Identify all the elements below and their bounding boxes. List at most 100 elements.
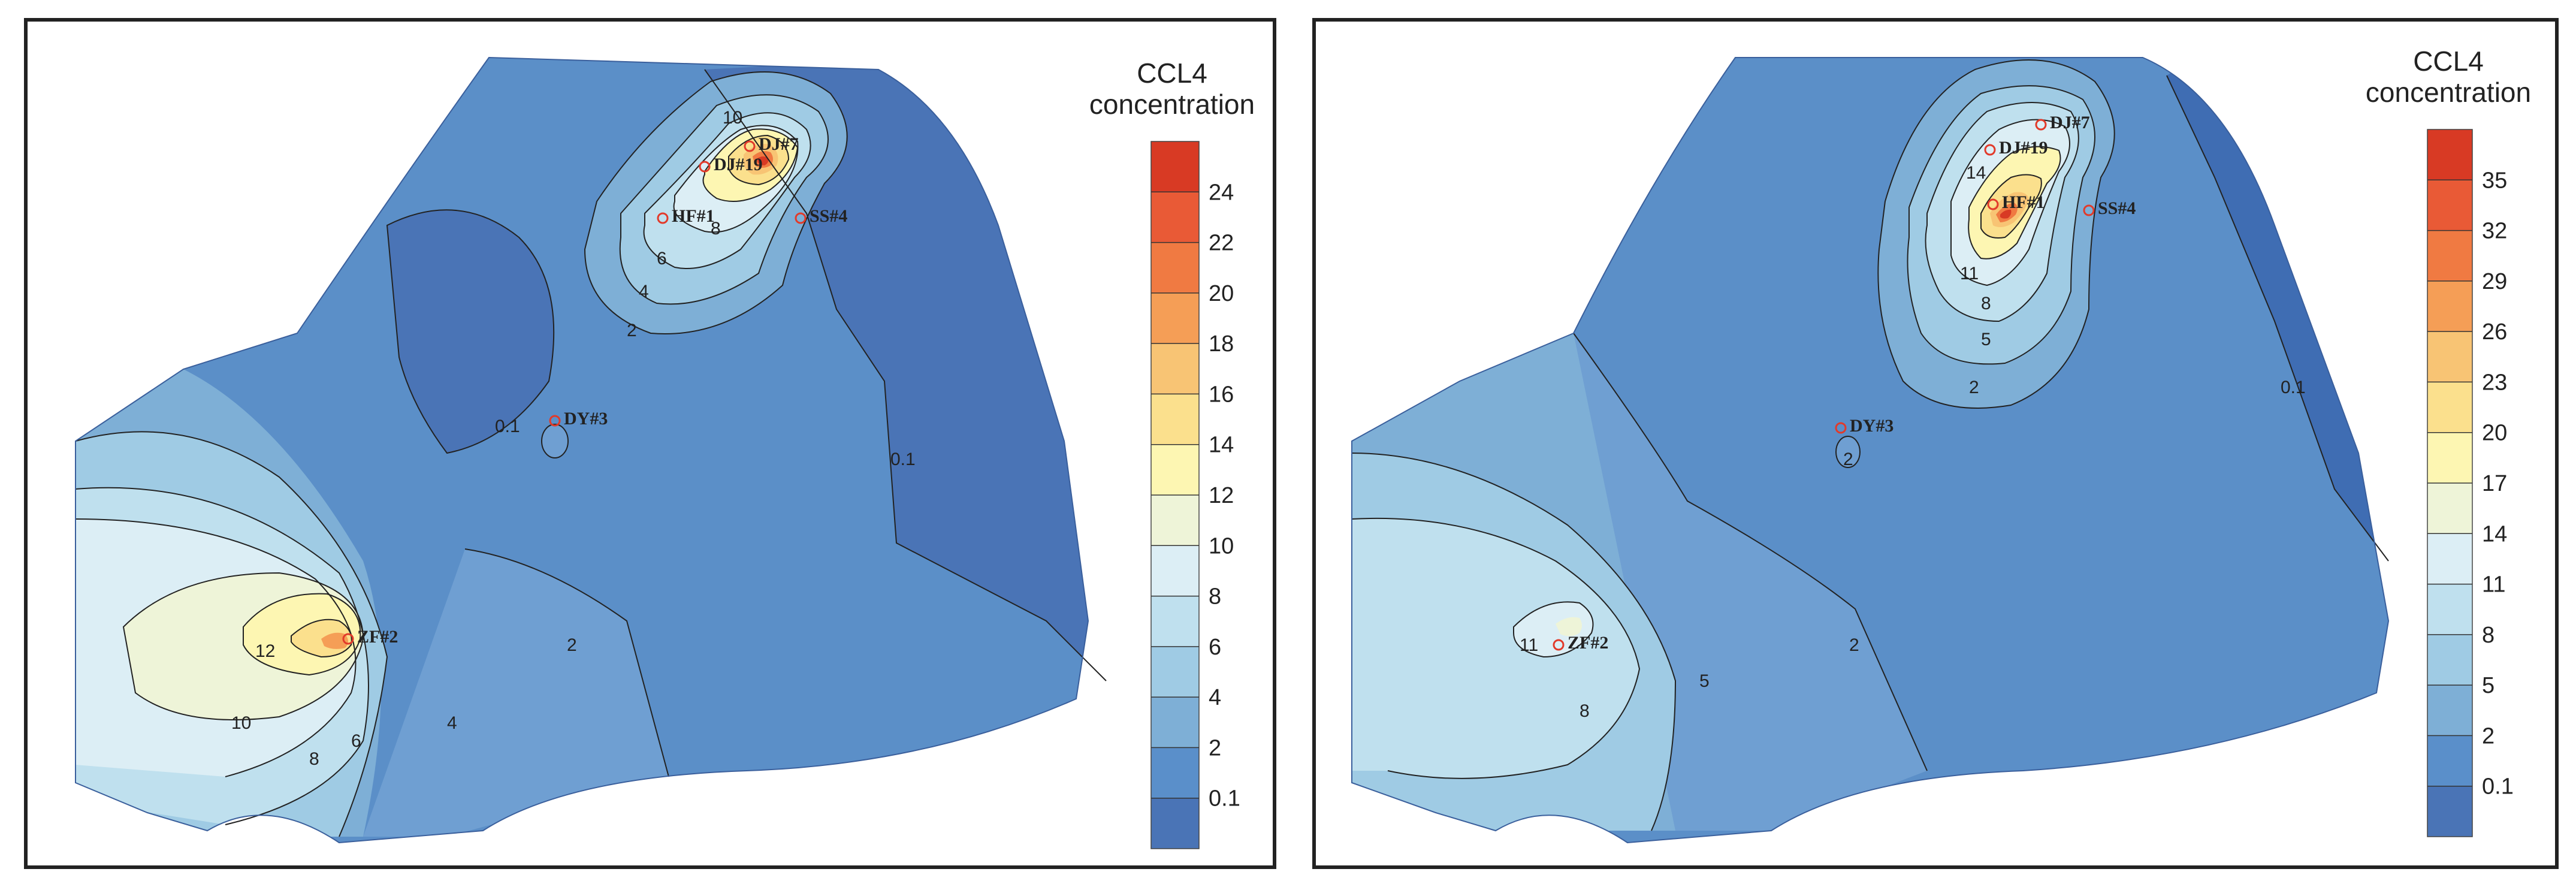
legend-swatch [2427, 180, 2472, 231]
well-label: DJ#19 [1999, 138, 2048, 158]
legend-tick-label: 14 [1209, 433, 1234, 458]
legend-swatch [2427, 230, 2472, 282]
well-zf2[interactable]: ZF#2 [342, 627, 398, 647]
legend-swatch [1151, 242, 1199, 294]
well-dj7[interactable]: DJ#7 [744, 134, 799, 154]
legend-tick-label: 23 [2482, 370, 2507, 395]
legend-tick-label: 4 [1209, 685, 1221, 710]
legend-colorbar-left [1150, 141, 1200, 849]
legend-tick-label: 18 [1209, 331, 1234, 357]
well-marker-icon [342, 633, 354, 645]
contour-label: 4 [447, 713, 457, 733]
well-marker-icon [1835, 422, 1847, 434]
legend-swatch [1151, 495, 1199, 546]
legend-title-left: CCL4 concentration [1082, 58, 1262, 120]
legend-tick-label: 32 [2482, 219, 2507, 244]
well-zf2[interactable]: ZF#2 [1553, 633, 1608, 653]
map-panel-right: 14 11 8 5 2 0.1 2 2 11 8 5 DJ#7 DJ#19 HF… [1312, 18, 2559, 869]
legend-swatch [1151, 697, 1199, 748]
legend-swatch [1151, 192, 1199, 243]
well-dj19[interactable]: DJ#19 [699, 155, 763, 174]
legend-swatch [2427, 483, 2472, 534]
well-ss4[interactable]: SS#4 [795, 206, 847, 226]
contour-lines-left [75, 69, 1107, 837]
contour-label: 8 [1580, 701, 1590, 721]
legend-swatch [2427, 786, 2472, 837]
legend-swatch [1151, 141, 1199, 192]
well-marker-icon [795, 212, 807, 224]
legend-title-line1: CCL4 [1137, 58, 1207, 89]
contour-label: 4 [639, 282, 649, 301]
well-label: HF#1 [672, 206, 715, 226]
contour-label: 12 [255, 641, 275, 661]
legend-swatch [2427, 432, 2472, 484]
legend-ticks-right: 35 32 29 26 23 20 17 14 11 8 5 2 0.1 [2427, 168, 2514, 800]
well-marker-icon [1987, 198, 1999, 210]
well-label: SS#4 [810, 206, 847, 226]
legend-tick-label: 12 [1209, 483, 1234, 508]
legend-swatch [1151, 596, 1199, 647]
legend-tick-label: 16 [1209, 382, 1234, 407]
legend-swatch [1151, 545, 1199, 597]
legend-swatch [2427, 280, 2472, 332]
legend-swatch [2427, 331, 2472, 382]
contour-fill-right [1352, 58, 2388, 843]
legend-swatch [2427, 533, 2472, 585]
well-label: SS#4 [2098, 198, 2136, 218]
well-markers-left: DJ#7 DJ#19 HF#1 SS#4 DY#3 ZF#2 [342, 134, 847, 647]
legend-tick-label: 6 [1209, 635, 1221, 660]
legend-tick-label: 20 [2482, 421, 2507, 446]
contour-label: 2 [1849, 635, 1859, 655]
legend-colorbar-right [2427, 129, 2473, 837]
contour-label: 14 [1966, 163, 1986, 183]
well-dy3[interactable]: DY#3 [549, 409, 608, 429]
well-markers-right: DJ#7 DJ#19 HF#1 SS#4 DY#3 ZF#2 [1553, 113, 2136, 653]
contour-label: 8 [1981, 294, 1991, 313]
well-label: HF#1 [2002, 192, 2045, 212]
legend-tick-label: 17 [2482, 471, 2507, 496]
legend-title-line2: concentration [2365, 77, 2532, 108]
legend-swatch [1151, 343, 1199, 394]
legend-tick-label: 2 [2482, 723, 2495, 749]
legend-tick-label: 10 [1209, 533, 1234, 559]
legend-tick-label: 14 [2482, 521, 2507, 547]
contour-label: 0.1 [2281, 378, 2306, 397]
well-dy3[interactable]: DY#3 [1835, 416, 1894, 436]
well-marker-icon [1553, 639, 1565, 651]
well-label: DJ#7 [2050, 113, 2090, 132]
well-hf1[interactable]: HF#1 [1987, 192, 2045, 212]
legend-tick-label: 0.1 [1209, 786, 1240, 811]
well-marker-icon [744, 140, 756, 152]
legend-tick-label: 0.1 [2482, 774, 2514, 800]
legend-title-right: CCL4 concentration [2352, 46, 2544, 108]
well-ss4[interactable]: SS#4 [2083, 198, 2136, 218]
contour-label: 11 [1520, 635, 1538, 655]
legend-swatch [2427, 685, 2472, 736]
well-marker-icon [2083, 204, 2095, 216]
legend-tick-label: 22 [1209, 231, 1234, 256]
well-label: DY#3 [1850, 416, 1894, 436]
well-dj19[interactable]: DJ#19 [1984, 138, 2048, 158]
legend-swatch [2427, 129, 2472, 180]
well-hf1[interactable]: HF#1 [657, 206, 715, 226]
contour-label: 5 [1981, 330, 1991, 349]
legend-tick-label: 2 [1209, 735, 1221, 761]
legend-swatch [1151, 798, 1199, 849]
map-panel-left: 10 8 6 4 2 0.1 0.1 2 4 6 8 10 12 DJ#7 DJ… [24, 18, 1276, 869]
legend-tick-label: 8 [1209, 584, 1221, 610]
well-marker-icon [699, 161, 711, 173]
contour-label: 5 [1699, 671, 1710, 691]
contour-lines-right [1351, 59, 2389, 831]
well-dj7[interactable]: DJ#7 [2035, 113, 2090, 132]
well-label: DY#3 [564, 409, 608, 429]
contour-labels-right: 14 11 8 5 2 0.1 2 2 11 8 5 [1520, 163, 2306, 721]
contour-label: 0.1 [495, 417, 520, 436]
well-label: DJ#7 [759, 134, 799, 154]
legend-swatch [2427, 735, 2472, 787]
contour-labels-left: 10 8 6 4 2 0.1 0.1 2 4 6 8 10 12 [231, 108, 916, 769]
legend-title-line1: CCL4 [2413, 46, 2484, 77]
legend-swatch [1151, 646, 1199, 698]
legend-swatch [1151, 444, 1199, 496]
contour-label: 8 [309, 749, 319, 769]
contour-label: 6 [351, 731, 361, 751]
